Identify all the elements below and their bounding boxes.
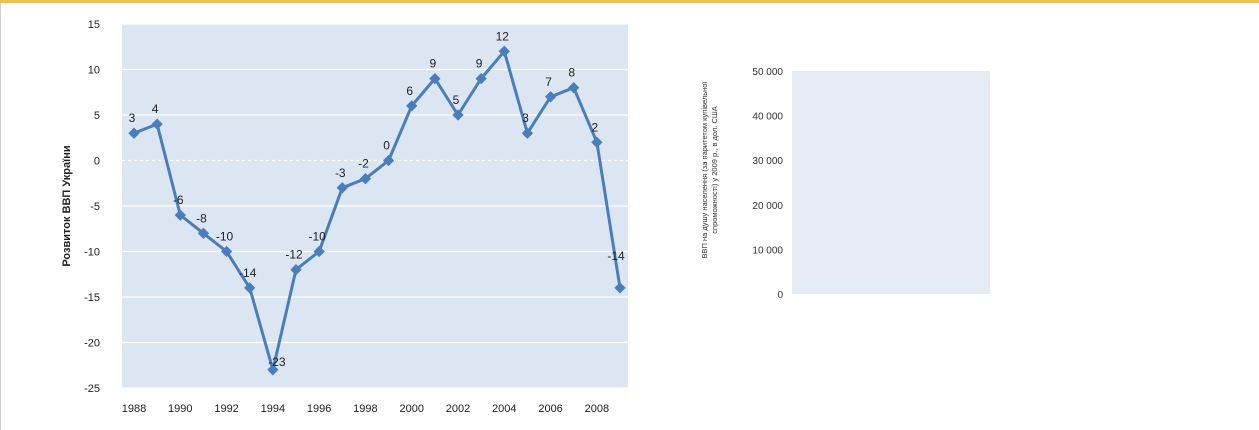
y-tick-label: 10: [88, 65, 100, 77]
y-tick-label: 5: [94, 110, 100, 122]
plot-area: [792, 71, 990, 294]
y-tick-label: 0: [94, 156, 100, 168]
y-tick-label: 30 000: [752, 156, 783, 167]
data-label: 3: [522, 111, 529, 125]
y-axis-label-line2: спроможності) у 2009 р., в дол. США: [710, 106, 719, 233]
data-label: 4: [152, 102, 159, 116]
y-axis-label: Розвиток ВВП України: [61, 145, 73, 266]
data-point: [313, 245, 325, 258]
x-tick-label: 2006: [538, 403, 562, 415]
data-label: 6: [406, 84, 413, 98]
data-label: -10: [308, 230, 326, 244]
y-tick-label: -25: [84, 383, 100, 395]
data-point: [267, 364, 279, 376]
x-tick-label: 1988: [122, 403, 146, 415]
data-point: [220, 245, 233, 258]
y-tick-label: 0: [777, 290, 783, 301]
y-tick-label: -10: [84, 247, 100, 259]
data-label: 0: [383, 139, 390, 153]
data-point: [244, 282, 256, 294]
x-tick-label: 2000: [399, 403, 423, 415]
data-point: [614, 282, 626, 294]
data-point: [382, 154, 395, 167]
x-tick-label: 1996: [307, 403, 331, 415]
data-point: [197, 227, 210, 239]
x-tick-label: 1998: [353, 403, 377, 415]
x-tick-label: 1994: [261, 403, 285, 415]
x-tick-label: 2002: [446, 403, 470, 415]
data-label: -2: [358, 157, 369, 171]
x-tick-label: 1992: [214, 403, 238, 415]
data-point: [336, 182, 348, 194]
data-point: [359, 173, 372, 185]
data-label: 7: [545, 75, 552, 89]
data-label: -23: [268, 355, 286, 369]
data-label: -8: [196, 211, 207, 225]
data-point: [591, 136, 603, 148]
data-point: [521, 127, 534, 139]
data-label: 9: [476, 57, 483, 71]
top-rule: [0, 0, 1259, 3]
y-tick-label: -15: [84, 292, 100, 304]
data-label: 8: [568, 66, 575, 80]
data-label: -14: [607, 249, 625, 263]
series-line: [133, 49, 622, 372]
x-tick-label: 2008: [585, 403, 609, 415]
y-tick-label: 50 000: [752, 67, 783, 78]
y-tick-label: 20 000: [752, 201, 783, 212]
data-label: 12: [496, 29, 510, 43]
data-point: [498, 45, 510, 57]
x-tick-label: 2004: [492, 403, 516, 415]
data-label: 2: [592, 120, 599, 134]
data-point: [128, 127, 140, 139]
y-tick-label: -5: [90, 201, 100, 213]
data-label: -14: [239, 266, 257, 280]
data-label: -10: [216, 230, 234, 244]
data-label: -12: [285, 248, 303, 262]
data-point: [290, 264, 302, 276]
x-tick-label: 1990: [168, 403, 192, 415]
y-axis-label-line1: ВВП на душу населення (за паритетом купі…: [700, 81, 709, 259]
data-point: [174, 209, 186, 221]
page-frame: [0, 3, 1259, 430]
data-label: 9: [430, 57, 437, 71]
data-label: 5: [453, 93, 460, 107]
data-label: -3: [335, 166, 346, 180]
y-tick-label: 15: [88, 19, 100, 31]
y-tick-label: 40 000: [752, 112, 783, 123]
data-label: -6: [173, 193, 184, 207]
y-tick-label: 10 000: [752, 245, 783, 256]
y-tick-label: -20: [84, 338, 100, 350]
data-label: 3: [129, 111, 136, 125]
